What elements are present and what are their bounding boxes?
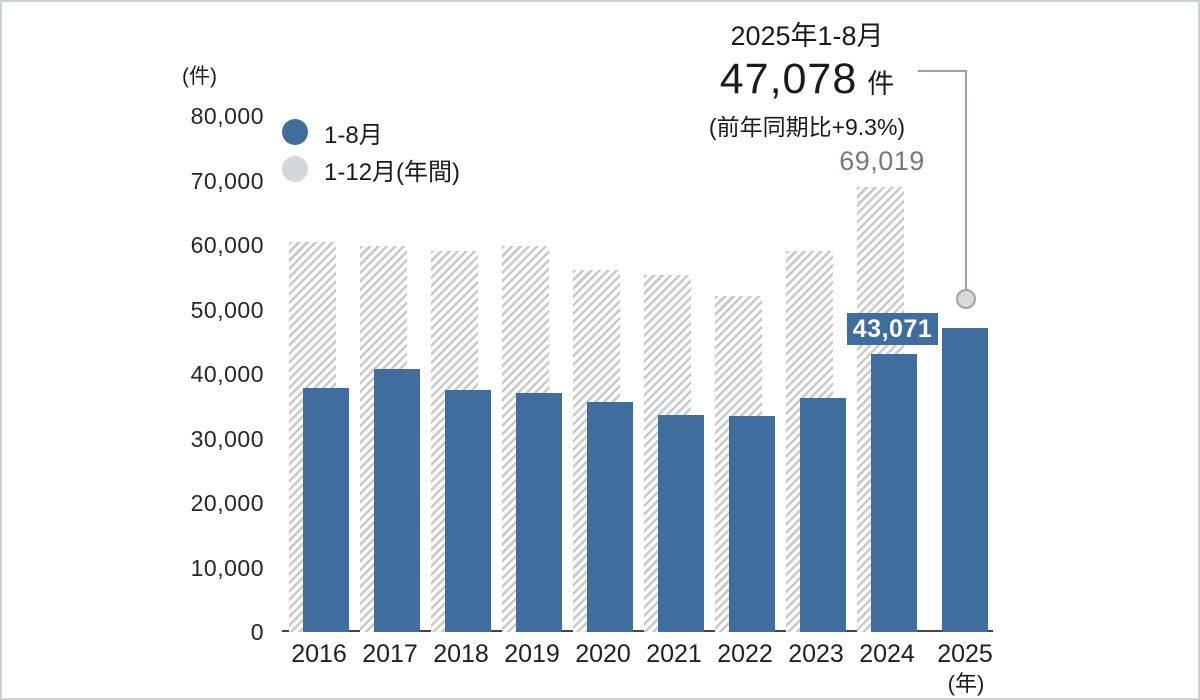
bar-partial-2025 <box>942 328 988 632</box>
y-tick-0: 0 <box>250 619 264 645</box>
bar-partial-2021 <box>658 414 704 632</box>
y-tick-20000: 20,000 <box>190 490 264 516</box>
legend-swatch-partial <box>282 119 308 145</box>
y-tick-80000: 80,000 <box>190 103 264 129</box>
x-tick-2021: 2021 <box>646 640 702 668</box>
y-tick-70000: 70,000 <box>190 167 264 194</box>
bar-partial-2017 <box>374 368 420 632</box>
x-tick-2024: 2024 <box>859 640 915 668</box>
annual-2024-value-label: 69,019 <box>839 146 925 176</box>
y-tick-50000: 50,000 <box>190 296 264 323</box>
legend-label-annual: 1-12月(年間) <box>324 158 461 186</box>
callout-subtitle: (前年同期比+9.3%) <box>708 114 906 140</box>
callout-unit: 件 <box>867 69 895 99</box>
x-tick-2022: 2022 <box>717 640 773 668</box>
x-tick-2023: 2023 <box>788 640 844 668</box>
legend-swatch-annual <box>282 156 308 182</box>
legend: 1-8月 1-12月(年間) <box>282 117 460 191</box>
callout-connector-endpoint <box>956 289 976 309</box>
callout-2025: 2025年1-8月 47,078 件 (前年同期比+9.3%) <box>657 14 957 142</box>
callout-value: 47,078 <box>719 55 858 103</box>
x-tick-2019: 2019 <box>504 640 560 668</box>
callout-connector-vertical <box>965 70 967 290</box>
callout-title: 2025年1-8月 <box>730 21 884 51</box>
x-tick-2025: 2025 <box>937 640 993 668</box>
bar-partial-2020 <box>587 402 633 632</box>
bar-partial-2019 <box>516 392 562 632</box>
bar-partial-2018 <box>445 390 491 632</box>
legend-item-annual: 1-12月(年間) <box>282 154 461 186</box>
callout-connector-horizontal <box>918 70 967 72</box>
bar-partial-2022 <box>729 415 775 632</box>
x-tick-2020: 2020 <box>575 640 631 668</box>
x-axis-line <box>282 630 993 632</box>
y-axis-unit-label: (件) <box>182 65 217 88</box>
x-tick-2016: 2016 <box>291 640 347 668</box>
y-tick-30000: 30,000 <box>190 425 264 452</box>
bar-partial-2016 <box>303 387 349 632</box>
bar-partial-2024 <box>871 354 917 632</box>
callout-value-row: 47,078 件 <box>657 55 957 104</box>
y-tick-40000: 40,000 <box>190 361 264 387</box>
legend-item-partial: 1-8月 <box>282 117 460 149</box>
x-tick-2017: 2017 <box>362 640 418 668</box>
y-tick-60000: 60,000 <box>190 232 264 258</box>
partial-2024-value-label: 43,071 <box>847 313 938 345</box>
bar-partial-2023 <box>800 397 846 632</box>
x-tick-2018: 2018 <box>433 640 489 668</box>
y-tick-10000: 10,000 <box>190 554 264 581</box>
legend-label-partial: 1-8月 <box>324 121 383 149</box>
x-axis-unit-label: (年) <box>947 671 985 696</box>
